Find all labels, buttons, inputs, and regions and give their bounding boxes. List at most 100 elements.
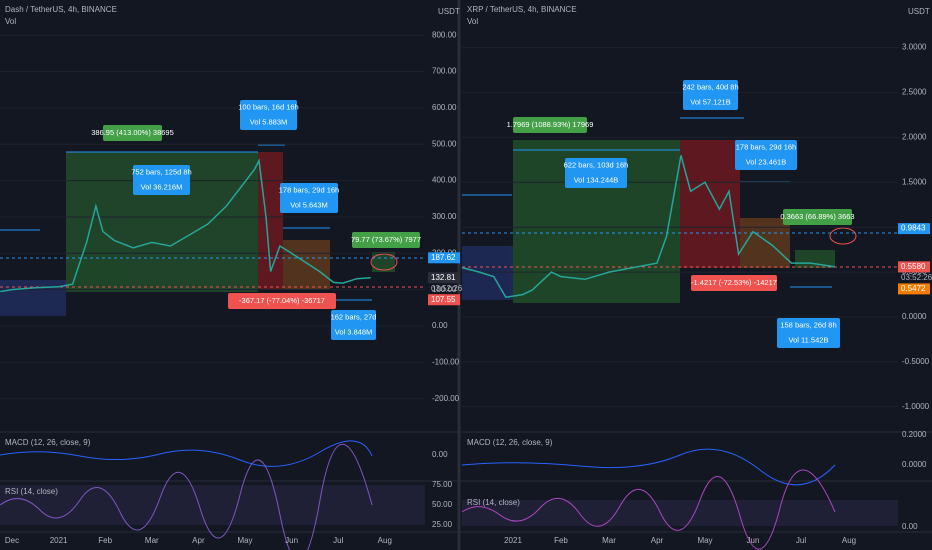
annotation-box	[331, 310, 376, 340]
macd-tick-label: 0.2000	[902, 430, 927, 439]
rsi-tick-label: 25.00	[432, 520, 453, 529]
annotation: 162 bars, 27d Vol 3.848M	[331, 310, 377, 340]
time-tick-label: Jun	[285, 536, 298, 545]
zone	[740, 218, 790, 268]
annotation-text: 178 bars, 29d 16h	[279, 185, 339, 194]
annotation-box	[565, 158, 627, 188]
indicator: Vol	[5, 17, 16, 26]
annotation-box	[735, 140, 797, 170]
price-tick-label: 0.00	[432, 321, 448, 330]
price-label-box	[428, 294, 460, 306]
annotation-text: -367.17 (-77.04%) -36717	[239, 296, 325, 305]
annotation-box	[228, 293, 336, 309]
annotation-box	[777, 318, 840, 348]
annotation-text: 0.3663 (66.89%) 3663	[780, 212, 854, 221]
annotation: 178 bars, 29d 16h Vol 5.643M	[279, 183, 339, 213]
time-tick-label: Aug	[378, 536, 392, 545]
indicator: Vol	[467, 17, 478, 26]
time-tick-label: Feb	[554, 536, 568, 545]
annotation-text: 386.95 (413.00%) 38695	[91, 128, 174, 137]
left-zones	[0, 152, 395, 316]
panes	[0, 431, 932, 550]
annotation-text: Vol 3.848M	[335, 327, 373, 336]
price-label-box	[428, 252, 460, 264]
price-label: 107.55	[431, 295, 456, 304]
price-tick-label: -200.00	[432, 394, 460, 403]
annotation: 242 bars, 40d 8h Vol 57.121B	[682, 80, 739, 110]
price-tick-label: 2.0000	[902, 133, 927, 142]
annotation-text: 162 bars, 27d	[331, 312, 377, 321]
macd-title: MACD (12, 26, close, 9)	[467, 438, 553, 447]
annotation: 100 bars, 16d 16h Vol 5.883M	[238, 100, 299, 130]
rsi-band	[462, 500, 898, 526]
price-tick-label: 700.00	[432, 67, 457, 76]
annotation-text: -1.4217 (-72.53%) -14217	[691, 278, 777, 287]
zone	[0, 280, 66, 316]
annotation-text: Vol 36.216M	[141, 182, 183, 191]
annotation: 0.3663 (66.89%) 3663	[780, 209, 855, 225]
rsi-tick-label: 50.00	[432, 500, 453, 509]
zone	[283, 240, 330, 290]
price-line	[461, 155, 835, 299]
annotation-box	[352, 232, 420, 248]
annotation: -1.4217 (-72.53%) -14217	[691, 275, 777, 291]
macd-line	[0, 440, 373, 467]
price-label: 0.9843	[901, 224, 926, 233]
annotation: 622 bars, 103d 16h Vol 134.244B	[564, 158, 629, 188]
time-tick-label: May	[237, 536, 252, 545]
price-tick-label: -100.00	[432, 357, 460, 366]
price-label: 187.62	[431, 253, 456, 262]
time-tick-label: Apr	[651, 536, 664, 545]
price-label-box	[898, 261, 930, 273]
annotation: 752 bars, 125d 8h Vol 36.216M	[131, 165, 192, 195]
measure-lines	[0, 117, 832, 301]
time-tick-label: Feb	[98, 536, 112, 545]
price-tick-label: 2.5000	[902, 88, 927, 97]
price-label-box	[898, 223, 930, 235]
price-tick-label: -1.0000	[902, 402, 930, 411]
zone	[462, 246, 513, 300]
price-line	[0, 158, 371, 293]
macd-line	[461, 448, 836, 486]
price-tick-label: 600.00	[432, 103, 457, 112]
annotation: 1.7969 (1088.93%) 17969	[507, 117, 594, 133]
annotation-box	[691, 275, 777, 291]
annotation-text: 178 bars, 29d 16h	[736, 142, 796, 151]
annotation-text: 622 bars, 103d 16h	[564, 160, 629, 169]
annotation-text: Vol 23.461B	[746, 157, 786, 166]
price-tick-label: 100.00	[432, 285, 457, 294]
annotation-box	[513, 117, 587, 133]
time-tick-label: Jul	[333, 536, 343, 545]
time-tick-label: Aug	[842, 536, 856, 545]
annotation-text: 79.77 (73.67%) 7977	[351, 235, 421, 244]
symbol: Dash / TetherUS, 4h, BINANCE	[5, 5, 117, 14]
macd-tick-label: 0.0000	[902, 460, 927, 469]
time-tick-label: Jun	[747, 536, 760, 545]
symbol: XRP / TetherUS, 4h, BINANCE	[467, 5, 577, 14]
annotation-text: Vol 5.643M	[290, 200, 328, 209]
price-label: 0.5472	[901, 284, 926, 293]
time-tick-label: Dec	[5, 536, 19, 545]
currency: USDT	[908, 7, 930, 16]
price-tick-label: -0.5000	[902, 357, 930, 366]
timer: 03:52:26	[431, 284, 463, 293]
rsi-tick-label: 75.00	[432, 480, 453, 489]
price-tick-label: 300.00	[432, 212, 457, 221]
annotation-text: Vol 134.244B	[574, 175, 619, 184]
time-tick-label: 2021	[504, 536, 522, 545]
macd-title: MACD (12, 26, close, 9)	[5, 438, 91, 447]
annotation-text: Vol 11.542B	[789, 335, 829, 344]
annotation-box	[240, 100, 297, 130]
annotation-text: 158 bars, 26d 8h	[780, 320, 836, 329]
annotation-text: 1.7969 (1088.93%) 17969	[507, 120, 594, 129]
rsi-tick-label: 0.00	[902, 522, 918, 531]
time-tick-label: Apr	[192, 536, 205, 545]
price-tick-label: 3.0000	[902, 43, 927, 52]
price-tick-label: 400.00	[432, 176, 457, 185]
price-label-box	[898, 283, 930, 295]
zone	[680, 140, 740, 268]
price-tick-label: 500.00	[432, 139, 457, 148]
annotation-box	[133, 165, 190, 195]
annotation: 158 bars, 26d 8h Vol 11.542B	[777, 318, 840, 348]
rsi-title: RSI (14, close)	[467, 498, 520, 507]
